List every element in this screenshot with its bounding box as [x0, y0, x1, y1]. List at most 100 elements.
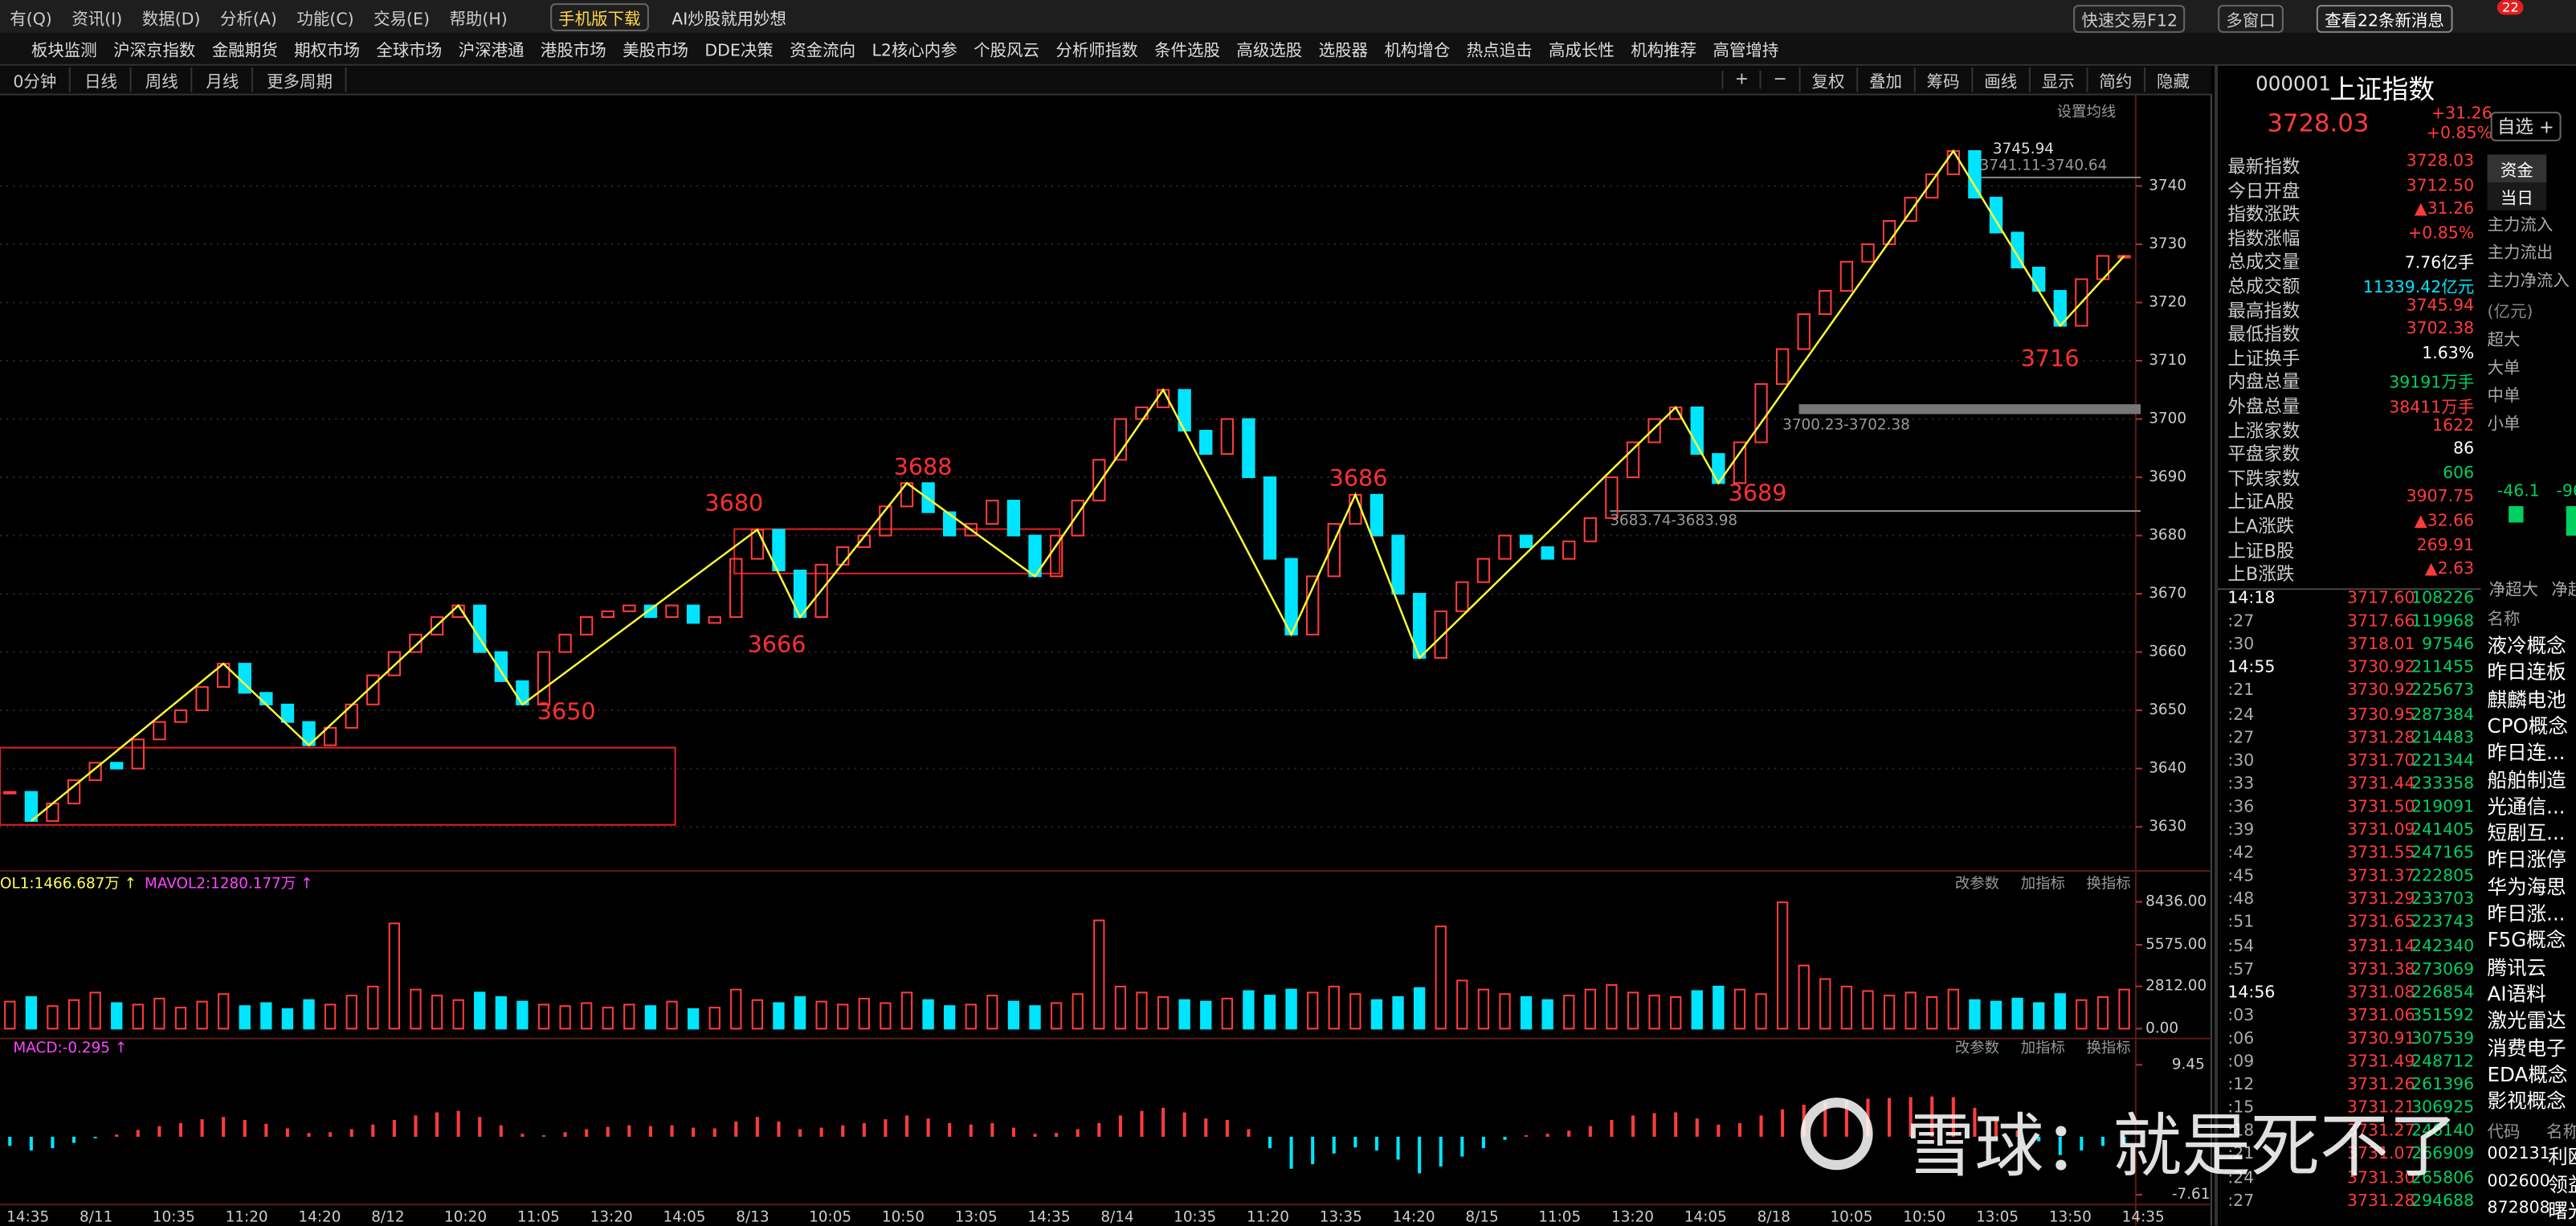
volume-bar	[281, 1007, 294, 1030]
nav-item[interactable]: 机构推荐	[1631, 43, 1697, 61]
tool-button[interactable]: 画线	[1970, 67, 2029, 92]
x-tick-label: 8/11	[80, 1209, 112, 1226]
sector-item[interactable]: 昨日连...	[2487, 741, 2566, 765]
sector-item[interactable]: 液冷概念	[2487, 634, 2566, 658]
nav-item[interactable]: 条件选股	[1154, 43, 1220, 61]
tool-button[interactable]: 显示	[2028, 67, 2086, 92]
tick-volume: 294688	[2411, 1192, 2475, 1211]
nav-item[interactable]: L2核心内参	[872, 43, 957, 61]
quote-value: 606	[2443, 464, 2475, 483]
tick-price: 3731.09	[2346, 821, 2415, 840]
nav-item[interactable]: 热点追击	[1466, 43, 1533, 61]
sector-item[interactable]: 激光雷达	[2487, 1009, 2566, 1032]
nav-item[interactable]: 分析师指数	[1055, 43, 1138, 61]
sector-item[interactable]: CPO概念	[2487, 714, 2568, 738]
tool-button[interactable]: 简约	[2086, 67, 2144, 92]
quick-trade[interactable]: 快速交易F12	[2073, 5, 2186, 33]
tick-volume: 306925	[2411, 1099, 2475, 1118]
period-tab[interactable]: 0分钟	[0, 67, 71, 92]
menu-item[interactable]: 帮助(H)	[449, 10, 508, 29]
sector-item[interactable]: 船舶制造	[2487, 768, 2566, 791]
volume-bar	[815, 1000, 827, 1030]
nav-item[interactable]: 高管增持	[1713, 43, 1779, 61]
menu-item[interactable]: 数据(D)	[141, 10, 201, 29]
stock-code[interactable]: 872808	[2487, 1199, 2550, 1218]
sector-item[interactable]: F5G概念	[2487, 929, 2566, 952]
volume-bar	[1862, 990, 1874, 1030]
menu-item[interactable]: 资讯(I)	[71, 10, 123, 29]
nav-item[interactable]: 美股市场	[623, 43, 688, 61]
sector-item[interactable]: 短剧互...	[2487, 821, 2566, 845]
news[interactable]: 查看22条新消息	[2316, 5, 2453, 33]
candle	[1199, 430, 1213, 456]
candle	[814, 563, 828, 619]
nav-item[interactable]: 全球市场	[376, 43, 443, 61]
tool-button[interactable]: 叠加	[1855, 67, 1914, 92]
fund-tab[interactable]: 资金	[2487, 154, 2547, 183]
nav-item[interactable]: 板块监测	[31, 43, 97, 61]
sector-item[interactable]: 昨日涨停	[2487, 848, 2566, 872]
sector-item[interactable]: 腾讯云	[2487, 955, 2547, 979]
volume-bar	[2096, 996, 2109, 1030]
nav-item[interactable]: 机构增仓	[1384, 43, 1451, 61]
volume-bar	[516, 1000, 529, 1030]
nav-item[interactable]: DDE决策	[704, 43, 774, 61]
sector-item[interactable]: 昨日连板	[2487, 660, 2566, 685]
menu-item[interactable]: 有(Q)	[10, 10, 52, 29]
stock-code[interactable]: 002131	[2487, 1145, 2550, 1164]
tool-button[interactable]: 隐藏	[2143, 67, 2202, 92]
period-tab[interactable]: 更多周期	[254, 67, 348, 92]
nav-item[interactable]: 选股器	[1318, 43, 1369, 61]
sector-item[interactable]: 昨日涨...	[2487, 901, 2566, 926]
fund-tab[interactable]: 当日	[2487, 182, 2547, 210]
volume-bar	[751, 999, 764, 1030]
nav-item[interactable]: 金融期货	[211, 43, 278, 61]
nav-item[interactable]: 资金流向	[790, 43, 856, 61]
stock-code[interactable]: 002600	[2487, 1172, 2550, 1191]
volume-bar	[687, 1007, 700, 1030]
ai-link[interactable]: AI炒股就用妙想	[672, 10, 787, 29]
volume-bar	[623, 1003, 635, 1030]
sector-item[interactable]: 影视概念	[2487, 1089, 2566, 1113]
volume-bar	[1285, 988, 1297, 1030]
nav-item[interactable]: 个股风云	[974, 43, 1039, 61]
stock-name[interactable]: 利欧	[2548, 1145, 2576, 1169]
menu-item[interactable]: 交易(E)	[374, 10, 430, 29]
tick-price: 3717.60	[2346, 590, 2415, 608]
sector-item[interactable]: AI语料	[2487, 982, 2546, 1006]
tick-volume: 119968	[2411, 613, 2475, 631]
mobile-download[interactable]: 手机版下载	[549, 2, 649, 31]
nav-item[interactable]: 高级选股	[1236, 43, 1303, 61]
nav-item[interactable]: 沪深港通	[458, 43, 525, 61]
nav-item[interactable]: 高成长性	[1548, 43, 1615, 61]
period-tab[interactable]: 周线	[132, 67, 194, 92]
chart: 3630 3640 3650 3660 3670 3680 3690 3700 3710 3720…	[0, 93, 2212, 1226]
stock-name[interactable]: 曙光	[2548, 1199, 2576, 1223]
menu-item[interactable]: 功能(C)	[296, 10, 354, 29]
tick-time: :12	[2227, 1076, 2255, 1095]
multi-window[interactable]: 多窗口	[2218, 5, 2284, 33]
tool-button[interactable]: 复权	[1798, 67, 1856, 92]
sector-item[interactable]: 光通信...	[2487, 795, 2566, 819]
sector-item[interactable]: EDA概念	[2487, 1062, 2568, 1086]
ma-setting[interactable]: 设置均线	[2056, 104, 2117, 122]
pivot-label: 3689	[1729, 480, 1787, 507]
nav-item[interactable]: 港股市场	[540, 43, 606, 61]
quote-label: 外盘总量	[2227, 395, 2300, 418]
sector-item[interactable]: 消费电子	[2487, 1036, 2566, 1060]
nav-item[interactable]: 期权市场	[294, 43, 360, 61]
stock-name[interactable]: 领益	[2548, 1172, 2576, 1195]
sector-item[interactable]: 华为海思	[2487, 875, 2566, 899]
period-tab[interactable]: 月线	[193, 67, 254, 92]
favorite-button[interactable]: 自选 +	[2490, 112, 2562, 141]
volume-bar	[1456, 979, 1468, 1030]
period-tab[interactable]: 日线	[71, 67, 133, 92]
sector-item[interactable]: 麒麟电池	[2487, 688, 2566, 711]
tool-button[interactable]: 筹码	[1913, 67, 1971, 92]
volume-bar	[345, 995, 357, 1030]
tool-button[interactable]: +	[1721, 70, 1760, 89]
tool-button[interactable]: −	[1760, 70, 1798, 89]
candle	[1562, 540, 1576, 560]
menu-item[interactable]: 分析(A)	[220, 10, 277, 29]
nav-item[interactable]: 沪深京指数	[113, 43, 196, 61]
